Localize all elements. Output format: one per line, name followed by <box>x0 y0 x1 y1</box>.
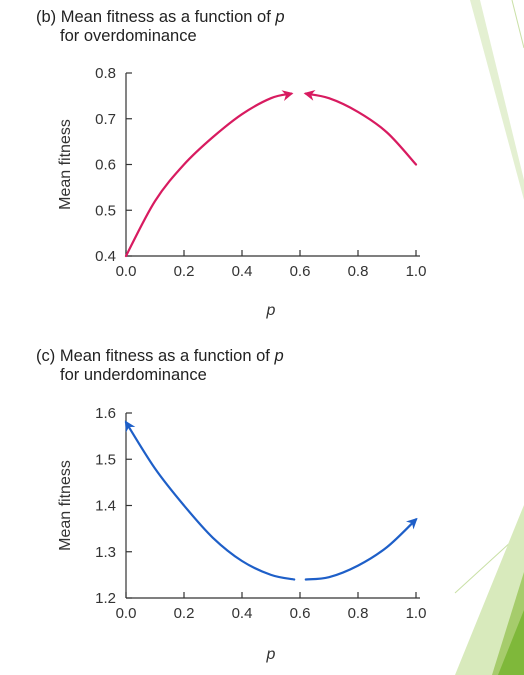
panel-c-title-prefix: (c) Mean fitness as a function of <box>36 347 275 365</box>
series-line <box>304 517 418 581</box>
panel-c-title: (c) Mean fitness as a function of p for … <box>36 347 284 385</box>
panel-b-title-line2: for overdominance <box>60 27 197 45</box>
decor-dark-triangle <box>498 610 524 675</box>
y-tick-label: 0.8 <box>95 65 116 82</box>
panel-c-title-variable: p <box>274 347 284 365</box>
x-axis-title: p <box>266 646 276 663</box>
x-tick-label: 0.2 <box>174 605 195 622</box>
decor-thin-diagonal-band <box>470 0 524 200</box>
x-tick-label: 0.4 <box>232 263 253 280</box>
x-tick-label: 1.0 <box>406 263 427 280</box>
panel-b-title-prefix: (b) Mean fitness as a function of <box>36 8 276 26</box>
series-line <box>303 89 418 166</box>
y-tick-label: 1.5 <box>95 451 116 468</box>
series-line <box>124 90 294 258</box>
x-tick-label: 0.8 <box>348 263 369 280</box>
x-tick-label: 0.8 <box>348 605 369 622</box>
panel-b-title-variable: p <box>275 8 285 26</box>
x-axis-title: p <box>266 302 276 319</box>
x-tick-label: 0.6 <box>290 263 311 280</box>
y-tick-label: 0.7 <box>95 111 116 128</box>
panel-b-title: (b) Mean fitness as a function of p for … <box>36 8 285 46</box>
x-tick-label: 0.0 <box>116 263 137 280</box>
panel-c-title-line2: for underdominance <box>60 366 207 384</box>
y-tick-label: 1.3 <box>95 544 116 561</box>
y-tick-label: 0.4 <box>95 248 116 265</box>
x-tick-label: 0.4 <box>232 605 253 622</box>
overdominance-chart: 0.4 0.5 0.6 0.7 0.8 0.0 0.2 0.4 0.6 0.8 1.0 Mean fi… <box>57 65 427 319</box>
x-tick-label: 0.2 <box>174 263 195 280</box>
y-tick-label: 1.2 <box>95 590 116 607</box>
x-tick-label: 0.6 <box>290 605 311 622</box>
y-tick-label: 0.6 <box>95 157 116 174</box>
x-tick-label: 0.0 <box>116 605 137 622</box>
y-tick-label: 0.5 <box>95 202 116 219</box>
series-line <box>124 420 296 581</box>
x-tick-label: 1.0 <box>406 605 427 622</box>
decor-thin-line-top <box>511 0 524 49</box>
underdominance-chart: 1.2 1.3 1.4 1.5 1.6 0.0 0.2 0.4 0.6 0.8 1.0 Mean fi… <box>57 405 427 663</box>
y-axis-title: Mean fitness <box>57 119 74 210</box>
y-tick-label: 1.6 <box>95 405 116 422</box>
y-axis-title: Mean fitness <box>57 460 74 551</box>
y-tick-label: 1.4 <box>95 498 116 515</box>
